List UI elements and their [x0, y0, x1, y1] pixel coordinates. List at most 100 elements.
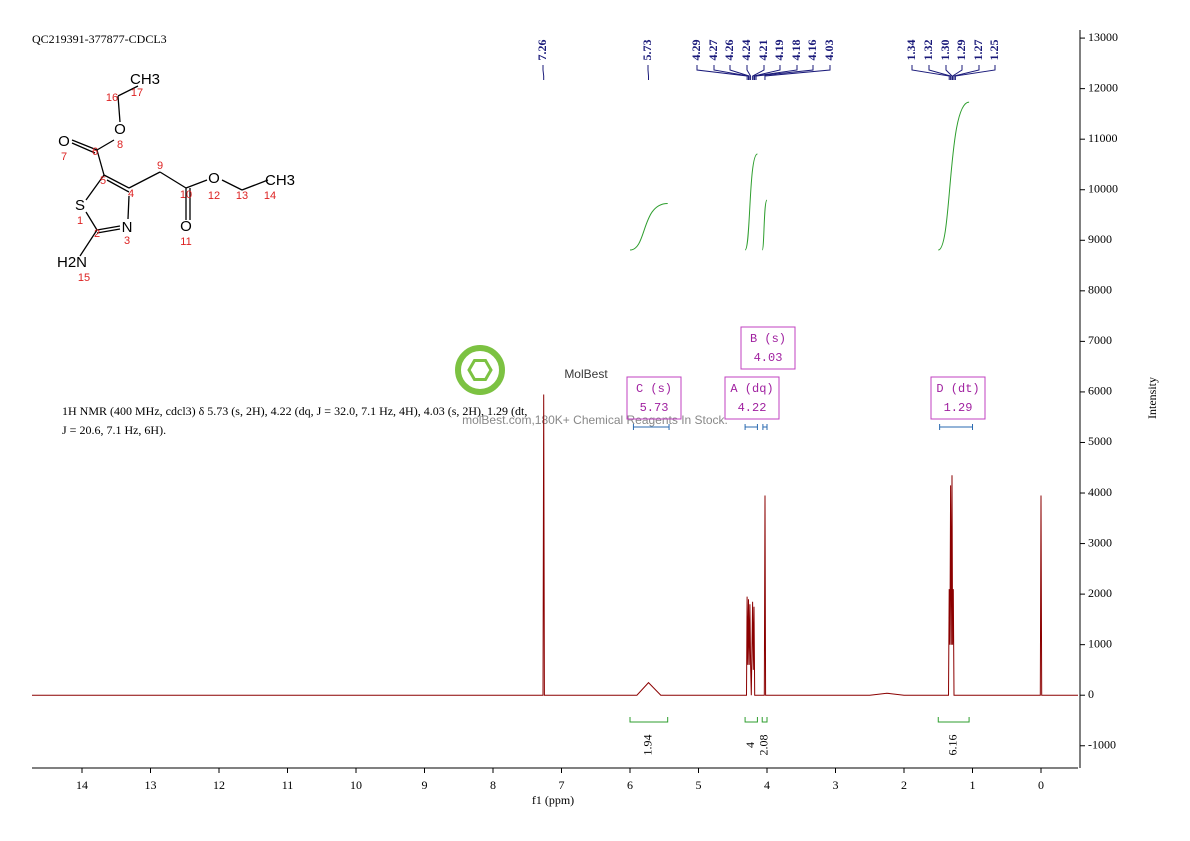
- peak-label: 4.16: [805, 40, 819, 61]
- peak-pointer: [764, 65, 831, 80]
- peak-label: 5.73: [640, 40, 654, 61]
- peak-label: 1.25: [987, 40, 1001, 61]
- molecule-bonds: [71, 85, 269, 257]
- y-tick-label: -1000: [1088, 738, 1116, 752]
- peak-label: 4.03: [822, 40, 836, 61]
- x-tick-label: 8: [490, 778, 496, 792]
- peak-pointer: [953, 65, 980, 80]
- atom-number: 6: [92, 146, 98, 158]
- y-tick-label: 0: [1088, 687, 1094, 701]
- atom-number: 3: [124, 235, 130, 247]
- atom-label: O: [114, 121, 126, 138]
- integral-label: 2.08: [756, 735, 770, 756]
- multiplet-shift: 4.03: [754, 351, 783, 365]
- y-tick-label: 13000: [1088, 30, 1118, 44]
- logo-hex: [467, 359, 493, 381]
- peak-pointer: [754, 65, 798, 80]
- atom-number: 5: [100, 175, 106, 187]
- y-tick-label: 1000: [1088, 636, 1112, 650]
- peak-pointer: [696, 65, 748, 80]
- multiplet-range: [762, 424, 768, 430]
- atom-number: 16: [106, 92, 118, 104]
- multiplet-box: [626, 376, 682, 420]
- y-tick-label: 10000: [1088, 181, 1118, 195]
- integral-curve: [744, 153, 758, 251]
- peak-pointer: [647, 65, 650, 80]
- peak-pointer: [928, 65, 952, 80]
- peak-label: 1.29: [954, 40, 968, 61]
- atom-label: CH3: [130, 71, 160, 88]
- x-tick-label: 2: [901, 778, 907, 792]
- integral-label: 6.16: [945, 735, 959, 756]
- atom-label: CH3: [265, 172, 295, 189]
- peak-pointer: [753, 65, 781, 80]
- y-tick-label: 2000: [1088, 586, 1112, 600]
- description: 1H NMR (400 MHz, cdcl3) δ 5.73 (s, 2H), …: [62, 404, 527, 418]
- integral-curve: [937, 101, 970, 251]
- x-tick-label: 3: [833, 778, 839, 792]
- atom-label: O: [58, 133, 70, 150]
- atom-label: N: [122, 219, 133, 236]
- peak-pointer: [954, 65, 996, 80]
- atom-label: O: [208, 170, 220, 187]
- integral-curve: [761, 199, 768, 251]
- peak-label: 1.30: [938, 40, 952, 61]
- peak-label: 4.24: [739, 40, 753, 61]
- y-tick-label: 9000: [1088, 232, 1112, 246]
- atom-number: 7: [61, 151, 67, 163]
- multiplet-name: B (s): [750, 332, 786, 346]
- atom-number: 2: [94, 228, 100, 240]
- peak-pointer: [729, 65, 750, 80]
- x-tick-label: 13: [145, 778, 157, 792]
- peak-pointer: [911, 65, 950, 80]
- x-tick-label: 10: [350, 778, 362, 792]
- peak-pointer: [746, 65, 752, 80]
- peak-pointer: [713, 65, 750, 80]
- atom-number: 10: [180, 189, 192, 201]
- y-tick-label: 8000: [1088, 283, 1112, 297]
- integral-range: [937, 717, 970, 723]
- x-tick-label: 12: [213, 778, 225, 792]
- y-tick-label: 7000: [1088, 333, 1112, 347]
- y-tick-label: 3000: [1088, 535, 1112, 549]
- atom-number: 9: [157, 160, 163, 172]
- multiplet-name: A (dq): [730, 382, 773, 396]
- x-tick-label: 11: [282, 778, 294, 792]
- y-tick-label: 4000: [1088, 485, 1112, 499]
- atom-number: 1: [77, 215, 83, 227]
- atom-number: 8: [117, 139, 123, 151]
- peak-label: 4.19: [772, 40, 786, 61]
- peak-label: 4.29: [689, 40, 703, 61]
- multiplet-shift: 1.29: [944, 401, 973, 415]
- integral-label: 1.94: [641, 735, 655, 756]
- peak-pointer: [542, 65, 545, 80]
- peak-label: 4.18: [789, 40, 803, 61]
- integral-curve: [629, 202, 668, 251]
- chart-title: QC219391-377877-CDCL3: [32, 32, 167, 46]
- integral-label: 4: [743, 742, 757, 748]
- multiplet-range: [744, 424, 758, 430]
- atom-number: 11: [180, 236, 191, 248]
- atom-number: 12: [208, 190, 220, 202]
- bond-lines: [71, 85, 269, 257]
- atom-number: 13: [236, 190, 248, 202]
- logo-ring: [455, 345, 505, 395]
- peak-label: 4.21: [756, 40, 770, 61]
- y-tick-label: 12000: [1088, 80, 1118, 94]
- y-tick-label: 6000: [1088, 384, 1112, 398]
- multiplet-name: D (dt): [936, 382, 979, 396]
- peak-label: 4.27: [706, 40, 720, 61]
- atom-number: 17: [131, 87, 143, 99]
- description: J = 20.6, 7.1 Hz, 6H).: [62, 423, 166, 437]
- x-tick-label: 7: [559, 778, 565, 792]
- y-axis-label: Intensity: [1145, 377, 1159, 419]
- multiplet-shift: 4.22: [738, 401, 767, 415]
- atom-label: S: [75, 197, 85, 214]
- watermark-brand: MolBest: [564, 367, 608, 381]
- x-tick-label: 14: [76, 778, 88, 792]
- y-tick-label: 5000: [1088, 434, 1112, 448]
- integral-range: [629, 717, 669, 723]
- multiplet-box: [930, 376, 986, 420]
- x-tick-label: 5: [696, 778, 702, 792]
